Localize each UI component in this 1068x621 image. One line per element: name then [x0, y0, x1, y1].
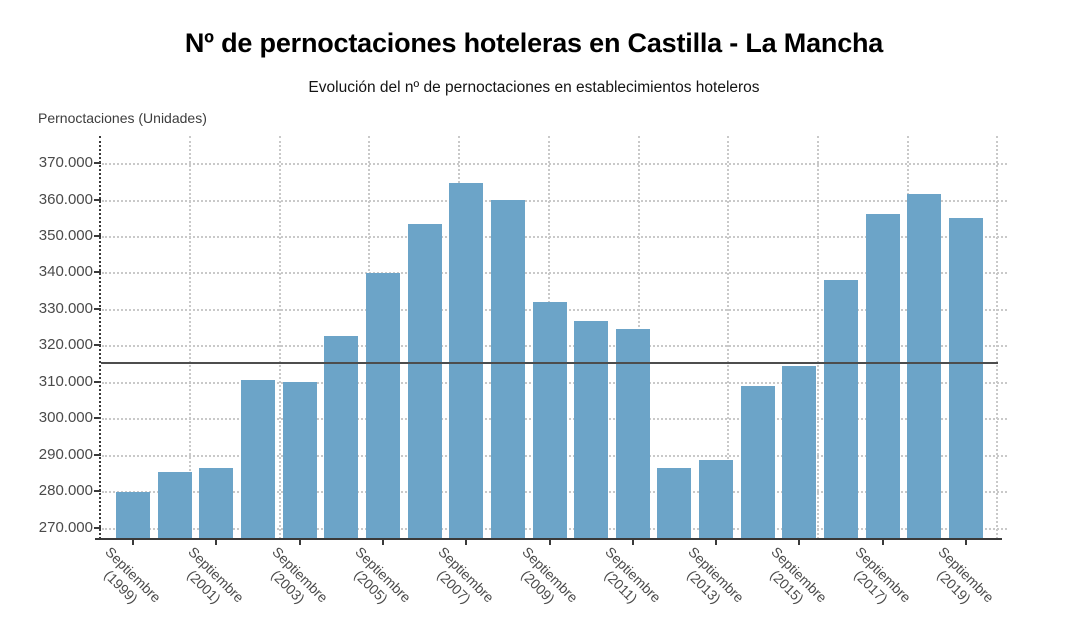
bar-septiembre-2012[interactable] [657, 468, 692, 539]
x-tick-mark [631, 540, 634, 545]
plot-area: Septiembre (1999) Septiembre (2001) Septiemb… [95, 136, 1007, 606]
bar-septiembre-2000[interactable] [157, 471, 192, 539]
y-tick-label: 360.000 [38, 190, 93, 208]
y-axis-spine [99, 136, 101, 539]
bar-septiembre-2002[interactable] [240, 380, 275, 539]
x-gridline [278, 136, 281, 539]
bar-septiembre-2010[interactable] [574, 321, 609, 539]
y-tick-mark [94, 234, 101, 237]
y-tick-mark [94, 344, 101, 347]
bar-septiembre-2014[interactable] [740, 385, 775, 539]
y-tick-mark [94, 380, 101, 383]
y-tick-mark [94, 526, 101, 529]
x-tick-mark [465, 540, 468, 545]
x-tick-mark [381, 540, 384, 545]
bar-septiembre-2015[interactable] [782, 366, 817, 539]
y-tick-label: 300.000 [38, 409, 93, 427]
chart-title: Nº de pernoctaciones hoteleras en Castil… [184, 28, 884, 58]
x-gridline [727, 136, 730, 539]
y-tick-label: 330.000 [38, 299, 93, 317]
y-tick-mark [94, 417, 101, 420]
y-tick-label: 370.000 [38, 154, 93, 171]
x-tick-mark [965, 540, 967, 545]
bar-septiembre-2017[interactable] [865, 214, 900, 539]
y-tick-label: 340.000 [38, 263, 93, 281]
bar-septiembre-2013[interactable] [699, 459, 734, 539]
bar-septiembre-2019[interactable] [949, 217, 983, 539]
x-tick-mark [298, 540, 301, 545]
bar-septiembre-2007[interactable] [449, 183, 484, 539]
y-tick-label: 310.000 [38, 372, 93, 390]
y-tick-label: 290.000 [38, 445, 93, 463]
reference-line [101, 362, 998, 365]
x-tick-label: Septiembre (2019) [920, 541, 1000, 621]
x-tick-mark [548, 540, 551, 545]
y-tick-label: 280.000 [38, 482, 93, 500]
bar-septiembre-2018[interactable] [907, 194, 942, 539]
x-tick-label: Septiembre (2011) [587, 541, 667, 621]
x-tick-label: Septiembre (2013) [670, 541, 750, 621]
y-tick-mark [94, 271, 101, 274]
chart-subtitle: Evolución del nº de pernoctaciones en es… [308, 79, 760, 96]
y-gridline [102, 163, 1007, 165]
y-tick-mark [94, 490, 101, 493]
x-tick-label: Septiembre (2015) [753, 541, 833, 621]
y-tick-label: 320.000 [38, 336, 93, 354]
bar-septiembre-2004[interactable] [324, 335, 359, 539]
y-tick-mark [94, 162, 101, 164]
x-gridline [816, 136, 819, 539]
x-tick-label: Septiembre (1999) [87, 541, 167, 621]
x-tick-mark [798, 540, 801, 545]
x-tick-label: Septiembre (2017) [837, 541, 917, 621]
bar-septiembre-2006[interactable] [407, 223, 442, 539]
y-tick-mark [94, 307, 101, 310]
y-tick-mark [94, 198, 101, 201]
bar-septiembre-2011[interactable] [615, 329, 650, 539]
x-tick-mark [881, 540, 884, 545]
bar-septiembre-2008[interactable] [490, 200, 525, 539]
bar-septiembre-2009[interactable] [532, 302, 567, 539]
chart-page: { "header": { "title": "Nº de pernoctaci… [38, 28, 1007, 607]
bar-septiembre-1999[interactable] [116, 491, 150, 539]
y-gridline [102, 235, 1007, 238]
x-tick-label: Septiembre (2007) [420, 541, 500, 621]
y-tick-label: 350.000 [38, 226, 93, 244]
x-tick-label: Septiembre (2009) [503, 541, 583, 621]
bar-septiembre-2003[interactable] [282, 382, 317, 539]
bar-septiembre-2005[interactable] [365, 272, 400, 539]
x-gridline [189, 136, 191, 539]
x-gridline [996, 136, 999, 539]
x-axis-spine [95, 538, 1002, 540]
x-tick-mark [215, 540, 218, 545]
y-tick-label: 270.000 [38, 518, 93, 536]
y-gridline [102, 199, 1007, 202]
y-gridline [102, 272, 1007, 275]
y-tick-mark [94, 453, 101, 456]
x-tick-mark [132, 540, 134, 545]
y-axis-unit-label: Pernoctaciones (Unidades) [38, 110, 207, 126]
bar-septiembre-2001[interactable] [199, 467, 234, 539]
bar-septiembre-2016[interactable] [824, 280, 858, 539]
x-tick-mark [715, 540, 718, 545]
x-tick-label: Septiembre (2005) [337, 541, 417, 621]
x-tick-label: Septiembre (2001) [170, 541, 250, 621]
x-tick-label: Septiembre (2003) [253, 541, 333, 621]
